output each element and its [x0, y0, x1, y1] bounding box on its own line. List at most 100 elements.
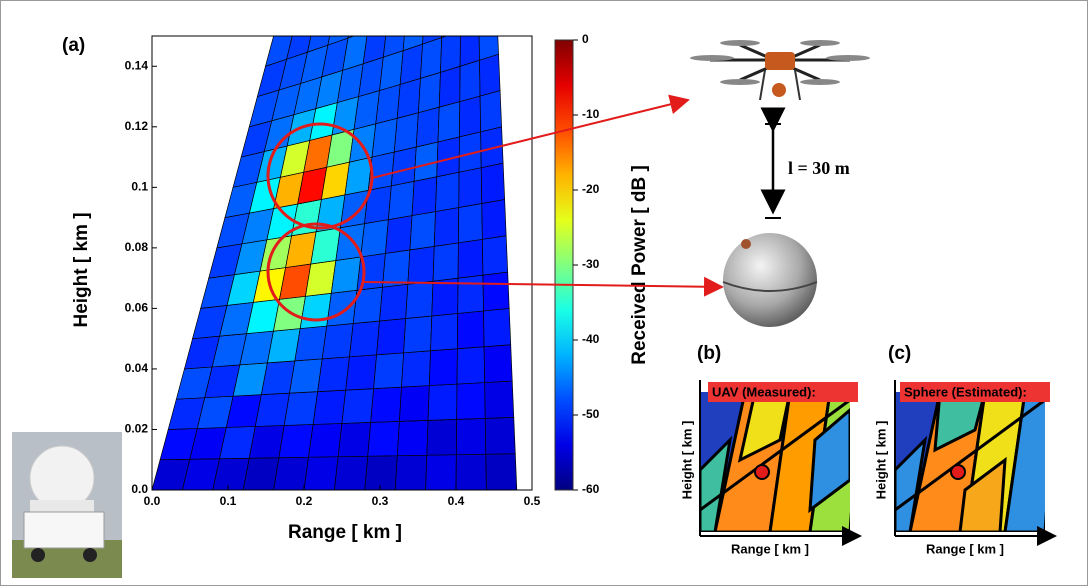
x-tick-label: 0.0 — [144, 494, 161, 508]
heatmap-cell — [387, 0, 409, 24]
heatmap-cell — [438, 102, 460, 142]
heatmap-cell — [423, 3, 443, 44]
panel-c-xlabel: Range [ km ] — [926, 541, 1004, 556]
heatmap-cell — [459, 96, 480, 137]
heatmap-cell — [460, 60, 480, 101]
heatmap-cell — [395, 455, 427, 490]
heatmap-cell — [309, 423, 342, 457]
heatmap-cell — [406, 0, 427, 17]
heatmap-cell — [385, 216, 412, 254]
panel-label: (b) — [697, 343, 721, 364]
panel-label: (c) — [888, 343, 911, 364]
heatmap-cell — [425, 0, 444, 10]
heatmap-cell — [457, 311, 484, 349]
y-tick-label: 0.0 — [131, 482, 148, 496]
separation-label: l = 30 m — [788, 158, 850, 178]
colorbar-tick-label: -30 — [582, 257, 600, 271]
heatmap-cell — [279, 424, 313, 457]
panel-b-heatmap — [700, 392, 860, 532]
y-tick-label: 0.12 — [125, 119, 149, 133]
heatmap-cell — [368, 0, 391, 31]
heatmap-cell — [243, 458, 279, 490]
y-tick-label: 0.1 — [131, 180, 148, 194]
panel-label: (a) — [62, 35, 85, 56]
heatmap-cell — [380, 284, 408, 321]
heatmap-cell — [426, 455, 457, 490]
figure: (a) 0.00.10.20.30.40.50.00.020.040.060.0… — [0, 0, 1088, 586]
heatmap-cell — [429, 349, 457, 386]
sphere-image — [723, 233, 817, 327]
heatmap-cell — [391, 147, 416, 186]
heatmap-cell — [290, 359, 323, 393]
heatmap-cell — [331, 257, 360, 293]
panel-c-ylabel: Height [ km ] — [873, 421, 888, 500]
heatmap-cell — [361, 220, 389, 257]
heatmap-cell — [374, 353, 404, 389]
heatmap-cell — [249, 425, 284, 458]
colorbar-ticks: 0-10-20-30-40-50-60 — [573, 32, 600, 496]
colorbar-tick-label: -10 — [582, 107, 600, 121]
x-tick-label: 0.1 — [220, 494, 237, 508]
heatmap-cell — [338, 422, 371, 456]
heatmap-cell — [459, 168, 482, 208]
heatmap-cell — [485, 417, 515, 454]
heatmap-cell — [484, 308, 511, 346]
x-tick-label: 0.5 — [524, 494, 541, 508]
heatmap-cell — [434, 208, 458, 247]
heatmap-cell — [349, 321, 379, 357]
heatmap-cell — [436, 172, 460, 211]
heatmap-cell — [408, 246, 434, 284]
heatmap-cell — [478, 0, 497, 24]
heatmap-cell — [348, 0, 372, 38]
heatmap-cell — [460, 24, 479, 66]
heatmap-cell — [404, 316, 432, 353]
drone-image — [690, 40, 870, 100]
heatmap-cell — [481, 163, 504, 203]
heatmap-cell — [460, 0, 478, 31]
heatmap-cell — [274, 457, 309, 490]
heatmap-cell — [482, 199, 506, 239]
heatmap-cell — [442, 0, 461, 38]
heatmap-cell — [456, 418, 485, 454]
heatmap-cell — [433, 243, 458, 281]
colorbar-label: Received Power [ dB ] — [629, 165, 650, 365]
heatmap-cell — [371, 387, 402, 422]
heatmap-cell — [427, 419, 457, 455]
heatmap-cell — [486, 454, 517, 490]
heatmap-cell — [313, 390, 346, 424]
heatmap-cell — [402, 351, 431, 387]
heatmap-cell — [365, 456, 398, 490]
y-axis-label: Height [ km ] — [71, 212, 92, 327]
heatmap-cell — [410, 212, 436, 250]
heatmap-cell — [457, 347, 485, 384]
heatmap-cell — [394, 113, 418, 152]
heatmap-cell — [284, 392, 317, 426]
heatmap-cell — [485, 381, 514, 418]
heatmap-cell — [406, 281, 433, 318]
heatmap-cell — [458, 239, 483, 278]
heatmap-cell — [412, 177, 437, 216]
y-tick-label: 0.08 — [125, 240, 149, 254]
heatmap-cell — [388, 181, 414, 219]
colorbar-tick-label: -40 — [582, 332, 600, 346]
heatmap-cell — [428, 384, 457, 420]
heatmap-cell — [479, 18, 499, 60]
panel-c-title: Sphere (Estimated): — [904, 384, 1027, 399]
heatmap-cell — [483, 272, 509, 311]
heatmap-cell — [334, 456, 367, 490]
colorbar-tick-label: 0 — [582, 32, 589, 46]
heatmap-cell — [377, 318, 406, 354]
y-tick-label: 0.04 — [125, 361, 149, 375]
heatmap-cell — [456, 454, 486, 490]
heatmap-cell — [327, 290, 357, 326]
heatmap-cell — [439, 66, 460, 107]
heatmap-cell — [457, 383, 486, 420]
y-tick-label: 0.02 — [125, 422, 149, 436]
heatmap-cell — [318, 357, 350, 392]
heatmap-cell — [480, 54, 501, 96]
heatmap-cell — [458, 203, 482, 242]
panel-b-title: UAV (Measured): — [712, 384, 816, 399]
heatmap — [152, 0, 517, 490]
radar-photo — [12, 432, 122, 578]
heatmap-cell — [346, 355, 377, 390]
